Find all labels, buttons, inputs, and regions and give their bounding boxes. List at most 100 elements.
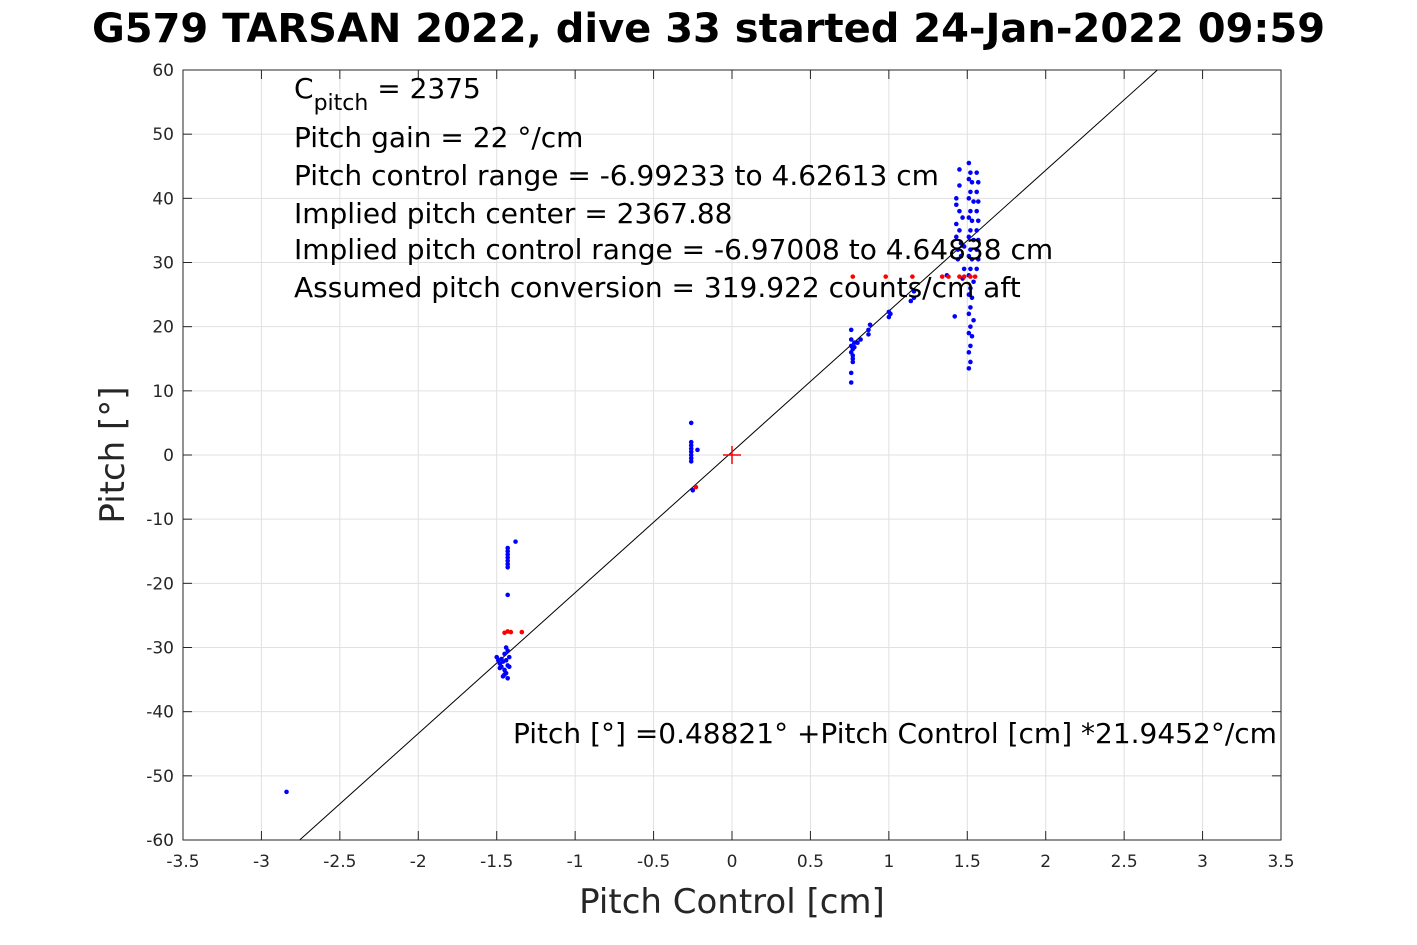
cpitch-value: = 2375 <box>368 72 481 105</box>
data-point-good <box>505 676 510 681</box>
data-point-good <box>971 199 976 204</box>
data-point-good <box>974 247 979 252</box>
data-point-good <box>961 244 967 249</box>
data-point-good <box>971 237 976 243</box>
data-point-good <box>968 266 973 272</box>
data-point-good <box>688 459 694 464</box>
data-point-good <box>852 344 857 350</box>
data-point-good <box>954 202 959 208</box>
data-point-good <box>975 256 981 262</box>
data-point-good <box>867 322 873 328</box>
data-point-good <box>688 446 694 451</box>
data-points <box>284 160 981 795</box>
data-point-good <box>974 228 979 233</box>
data-point-good <box>957 167 962 172</box>
data-point-good <box>848 370 854 376</box>
data-point-good <box>848 380 854 385</box>
x-axis-label: Pitch Control [cm] <box>579 882 885 922</box>
data-point-flagged <box>946 274 951 279</box>
data-point-good <box>974 189 979 195</box>
data-point-good <box>866 327 871 333</box>
data-point-good <box>974 170 979 175</box>
cpitch-sub: pitch <box>314 91 369 116</box>
data-point-good <box>855 340 860 346</box>
data-point-good <box>284 789 289 795</box>
cpitch-annotation: Cpitch = 2375 <box>294 72 481 116</box>
data-point-good <box>954 221 959 227</box>
data-point-good <box>966 176 972 182</box>
data-point-good <box>858 337 863 342</box>
data-point-good <box>952 314 958 319</box>
x-tick-label: -2 <box>410 852 427 872</box>
x-tick-label: -1.5 <box>480 852 513 872</box>
data-point-good <box>975 199 981 204</box>
y-tick-label: -40 <box>146 703 174 723</box>
y-tick-label: 60 <box>152 61 174 81</box>
data-point-good <box>497 665 503 671</box>
data-point-flagged <box>693 484 699 490</box>
data-point-good <box>688 443 694 448</box>
data-point-good <box>954 196 959 201</box>
data-point-flagged <box>519 629 525 635</box>
x-axis-ticks: -3.5 -3 -2.5 -2 -1.5 -1 -0.5 0 0.5 1 1.5 2 2.5 3 3.5 <box>166 70 1295 872</box>
data-point-good <box>908 298 914 304</box>
y-tick-label: 0 <box>163 446 174 466</box>
data-point-good <box>969 295 975 301</box>
data-point-good <box>505 558 510 564</box>
data-point-good <box>968 228 973 233</box>
data-point-good <box>966 196 972 201</box>
data-point-good <box>505 555 510 560</box>
data-point-good <box>955 247 961 252</box>
x-tick-label: 0 <box>727 852 738 872</box>
data-point-good <box>688 452 694 458</box>
data-point-good <box>968 285 973 291</box>
y-tick-label: -30 <box>146 639 174 659</box>
data-point-flagged <box>910 274 915 279</box>
y-axis-ticks: -60 -50 -40 -30 -20 -10 0 10 20 30 40 50 60 <box>146 61 1281 851</box>
data-point-good <box>961 266 967 272</box>
data-point-good <box>866 332 871 337</box>
x-tick-label: -0.5 <box>637 852 670 872</box>
data-point-good <box>968 343 973 349</box>
y-tick-label: -60 <box>146 831 174 851</box>
data-point-good <box>503 645 509 650</box>
data-point-good <box>850 356 856 362</box>
y-tick-label: -20 <box>146 574 174 594</box>
y-tick-label: 50 <box>152 125 174 145</box>
data-point-good <box>966 292 972 297</box>
data-point-good <box>966 330 972 336</box>
data-point-good <box>958 253 964 259</box>
x-tick-label: -1 <box>567 852 584 872</box>
implied-range-annotation: Implied pitch control range = -6.97008 t… <box>294 233 1053 266</box>
data-point-good <box>966 160 972 166</box>
data-point-good <box>850 353 856 358</box>
implied-center-annotation: Implied pitch center = 2367.88 <box>294 197 732 230</box>
cpitch-main: C <box>294 72 314 105</box>
data-point-good <box>957 208 962 214</box>
data-point-good <box>975 218 981 224</box>
pitch-gain-annotation: Pitch gain = 22 °/cm <box>294 121 583 154</box>
x-tick-label: 2.5 <box>1111 852 1138 872</box>
x-tick-label: 2 <box>1040 852 1051 872</box>
data-point-good <box>971 279 976 285</box>
data-point-good <box>957 183 962 188</box>
y-tick-label: -50 <box>146 767 174 787</box>
data-point-good <box>688 455 694 461</box>
data-point-flagged <box>883 274 889 279</box>
data-point-good <box>971 317 976 323</box>
data-point-good <box>911 289 917 294</box>
data-point-good <box>966 234 972 240</box>
data-point-good <box>966 215 972 220</box>
data-point-good <box>505 548 510 554</box>
y-tick-label: 20 <box>152 318 174 338</box>
control-range-annotation: Pitch control range = -6.99233 to 4.6261… <box>294 159 939 192</box>
data-point-good <box>850 359 856 365</box>
y-axis-label: Pitch [°] <box>93 386 133 523</box>
data-point-good <box>505 663 510 668</box>
data-point-good <box>848 337 854 342</box>
x-tick-label: -3 <box>253 852 270 872</box>
data-point-good <box>958 240 964 246</box>
x-tick-label: -2.5 <box>323 852 356 872</box>
data-point-flagged <box>961 274 967 279</box>
